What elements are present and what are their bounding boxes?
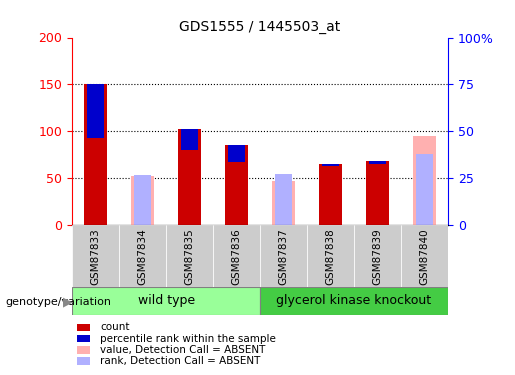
- Title: GDS1555 / 1445503_at: GDS1555 / 1445503_at: [179, 20, 341, 34]
- Bar: [307, 225, 354, 287]
- Bar: [401, 225, 448, 287]
- Bar: [354, 225, 401, 287]
- Bar: [416, 154, 433, 225]
- Text: genotype/variation: genotype/variation: [5, 297, 111, 307]
- Bar: [213, 225, 260, 287]
- Text: GSM87836: GSM87836: [232, 228, 242, 285]
- Bar: [260, 287, 448, 315]
- Text: percentile rank within the sample: percentile rank within the sample: [100, 334, 277, 344]
- Text: glycerol kinase knockout: glycerol kinase knockout: [277, 294, 432, 307]
- Bar: [366, 161, 389, 225]
- Bar: [228, 146, 245, 162]
- Text: GSM87839: GSM87839: [372, 228, 383, 285]
- Text: ▶: ▶: [63, 296, 73, 308]
- Bar: [369, 161, 386, 164]
- Bar: [84, 84, 107, 225]
- Bar: [225, 146, 248, 225]
- Text: GSM87834: GSM87834: [138, 228, 148, 285]
- Bar: [260, 225, 307, 287]
- Bar: [178, 129, 201, 225]
- Bar: [413, 136, 436, 225]
- Text: GSM87833: GSM87833: [91, 228, 100, 285]
- Text: GSM87835: GSM87835: [184, 228, 195, 285]
- Bar: [72, 287, 260, 315]
- Text: count: count: [100, 322, 130, 332]
- Text: value, Detection Call = ABSENT: value, Detection Call = ABSENT: [100, 345, 266, 355]
- Bar: [276, 174, 292, 225]
- Bar: [72, 225, 119, 287]
- Bar: [134, 176, 151, 225]
- Bar: [88, 84, 104, 138]
- Text: wild type: wild type: [138, 294, 195, 307]
- Bar: [181, 129, 198, 150]
- Text: rank, Detection Call = ABSENT: rank, Detection Call = ABSENT: [100, 356, 261, 366]
- Text: GSM87837: GSM87837: [279, 228, 288, 285]
- Text: GSM87840: GSM87840: [420, 228, 430, 285]
- Bar: [178, 129, 201, 225]
- Bar: [166, 225, 213, 287]
- Text: GSM87838: GSM87838: [325, 228, 336, 285]
- Bar: [366, 161, 389, 225]
- Bar: [322, 164, 339, 166]
- Bar: [272, 181, 295, 225]
- Bar: [319, 164, 342, 225]
- Bar: [319, 164, 342, 225]
- Bar: [84, 84, 107, 225]
- Bar: [225, 146, 248, 225]
- Bar: [131, 176, 154, 225]
- Bar: [119, 225, 166, 287]
